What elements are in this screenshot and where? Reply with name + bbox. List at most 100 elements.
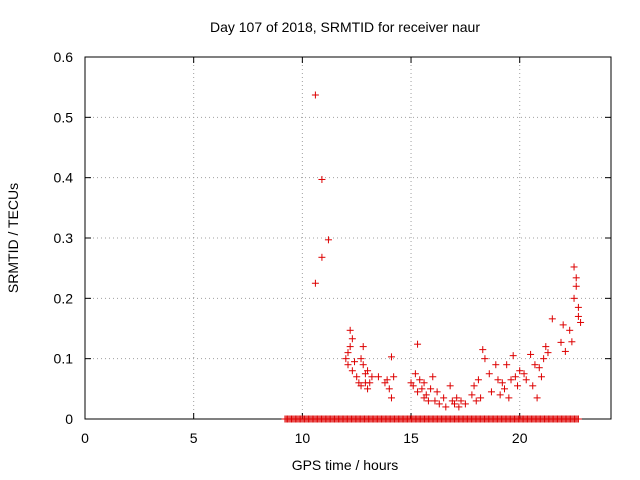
data-point [357, 382, 365, 390]
data-point [455, 403, 463, 411]
data-point [487, 388, 495, 396]
data-point [570, 294, 578, 302]
data-point [451, 400, 459, 408]
y-tick-label: 0.5 [54, 109, 74, 125]
data-point [494, 376, 502, 384]
data-point [416, 376, 424, 384]
data-point [418, 385, 426, 393]
data-point [433, 388, 441, 396]
x-tick-label: 20 [512, 430, 528, 446]
data-point [496, 391, 504, 399]
data-point [566, 326, 574, 334]
data-point [364, 367, 372, 375]
data-point [568, 338, 576, 346]
data-point [427, 385, 435, 393]
data-point [544, 349, 552, 357]
data-point [435, 400, 443, 408]
data-point [374, 373, 382, 381]
data-point [557, 338, 565, 346]
data-point [359, 361, 367, 369]
data-point [516, 367, 524, 375]
x-tick-label: 0 [81, 430, 89, 446]
data-point [472, 397, 480, 405]
data-point [485, 370, 493, 378]
data-point [357, 355, 365, 363]
data-point [424, 397, 432, 405]
data-point [503, 361, 511, 369]
data-point [364, 385, 372, 393]
y-tick-label: 0.6 [54, 49, 74, 65]
data-point [537, 373, 545, 381]
data-point [470, 382, 478, 390]
data-point [348, 367, 356, 375]
data-point [351, 358, 359, 366]
data-point [414, 340, 422, 348]
data-point [540, 355, 548, 363]
data-point [342, 355, 350, 363]
data-point [514, 382, 522, 390]
data-point [414, 388, 422, 396]
data-point [559, 321, 567, 329]
data-point [429, 373, 437, 381]
data-point [522, 376, 530, 384]
data-point [474, 376, 482, 384]
y-tick-label: 0.1 [54, 351, 74, 367]
x-tick-label: 10 [295, 430, 311, 446]
data-point [577, 318, 585, 326]
data-point [574, 312, 582, 320]
data-point [505, 394, 513, 402]
data-point [348, 335, 356, 343]
data-point [531, 361, 539, 369]
data-point [535, 364, 543, 372]
y-tick-label: 0.3 [54, 230, 74, 246]
data-point [574, 415, 582, 423]
data-point [570, 263, 578, 271]
data-point [498, 379, 506, 387]
data-point [507, 376, 515, 384]
data-point [572, 282, 580, 290]
data-point [311, 91, 319, 99]
tick-labels: 0 5 10 15 20 0 0.1 0.2 0.3 0.4 0.5 0.6 [54, 49, 528, 446]
data-point [477, 394, 485, 402]
data-point [572, 274, 580, 282]
data-point [383, 376, 391, 384]
data-point [387, 353, 395, 361]
data-point [457, 397, 465, 405]
data-point [366, 379, 374, 387]
data-point [542, 343, 550, 351]
data-point [346, 326, 354, 334]
data-point [527, 350, 535, 358]
data-point [468, 391, 476, 399]
y-tick-label: 0.2 [54, 290, 74, 306]
data-point [344, 361, 352, 369]
data-point [461, 400, 469, 408]
data-point [442, 403, 450, 411]
data-point [318, 253, 326, 261]
data-point [420, 379, 428, 387]
data-point [368, 373, 376, 381]
data-point [492, 361, 500, 369]
data-point [346, 343, 354, 351]
data-point [431, 397, 439, 405]
data-point [520, 370, 528, 378]
y-tick-label: 0.4 [54, 170, 74, 186]
data-point [390, 373, 398, 381]
x-tick-label: 5 [190, 430, 198, 446]
data-points [281, 91, 585, 423]
data-point [548, 315, 556, 323]
x-tick-label: 15 [403, 430, 419, 446]
grid-lines [85, 57, 611, 419]
x-axis-label: GPS time / hours [292, 457, 399, 473]
data-point [422, 391, 430, 399]
data-point [509, 352, 517, 360]
data-point [311, 279, 319, 287]
data-point [409, 382, 417, 390]
data-point [359, 343, 367, 351]
data-point [318, 175, 326, 183]
y-axis-label: SRMTID / TECUs [5, 183, 21, 293]
data-point [511, 373, 519, 381]
data-point [529, 382, 537, 390]
data-point [500, 385, 508, 393]
data-point [344, 349, 352, 357]
